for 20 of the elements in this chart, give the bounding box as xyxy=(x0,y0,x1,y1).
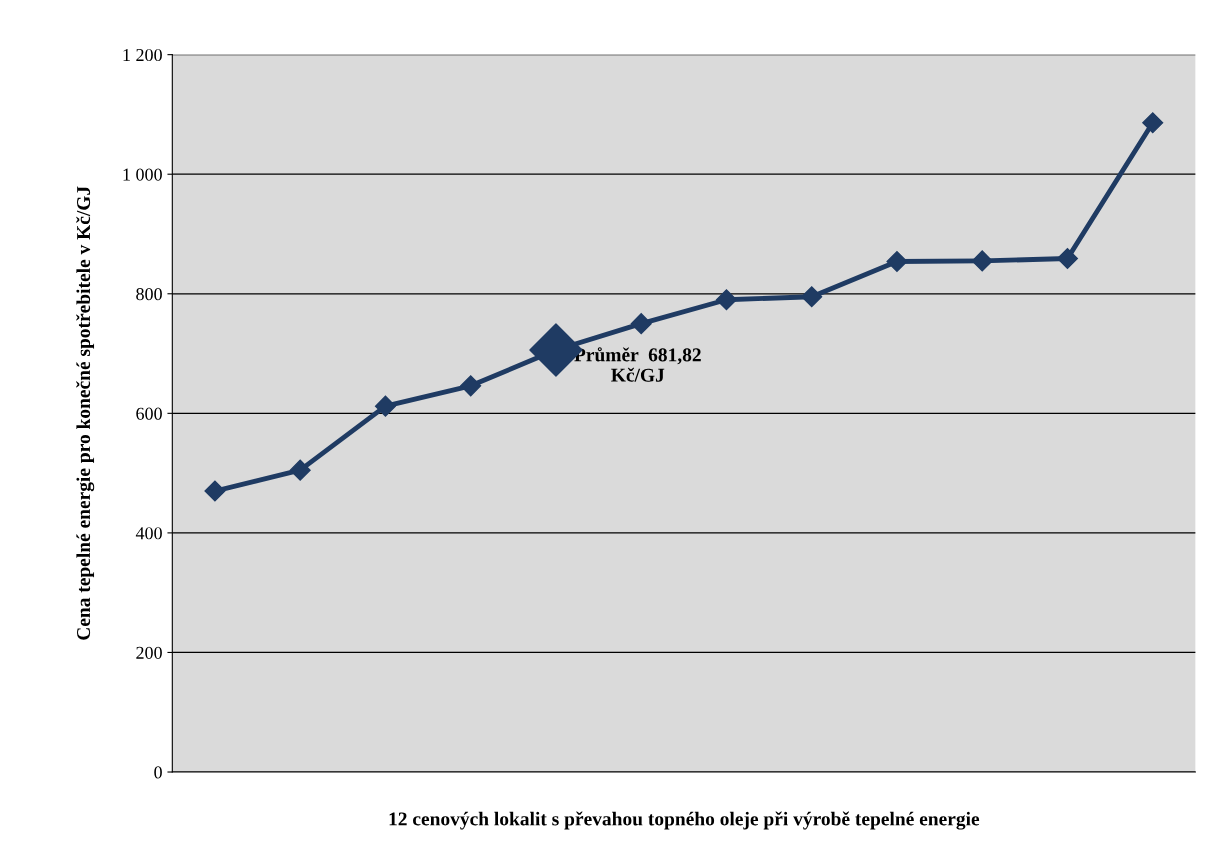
point xyxy=(1056,247,1078,270)
point xyxy=(630,313,652,335)
y-tick-label: 1 200 xyxy=(123,48,162,62)
y-tick-label: 600 xyxy=(136,407,162,420)
y-tick-label: 0 xyxy=(154,766,162,779)
point xyxy=(971,250,993,272)
y-tick-label: 200 xyxy=(136,646,162,659)
y-axis-title: Cena tepelné energie pro konečné spotřebitele v Kč/GJ xyxy=(76,186,95,640)
point xyxy=(1142,112,1164,134)
y-tick-label: 400 xyxy=(135,527,162,540)
point xyxy=(715,289,737,311)
x-axis-title: 12 cenových lokalit s převahou topného oleje při výrobě tepelné energie xyxy=(389,811,980,830)
point xyxy=(374,395,396,417)
point xyxy=(289,459,311,481)
point xyxy=(460,375,482,397)
point xyxy=(801,286,823,308)
point xyxy=(886,250,908,273)
y-tick-label: 800 xyxy=(136,288,162,301)
y-tick-label: 1 000 xyxy=(123,168,162,181)
point xyxy=(204,480,226,502)
